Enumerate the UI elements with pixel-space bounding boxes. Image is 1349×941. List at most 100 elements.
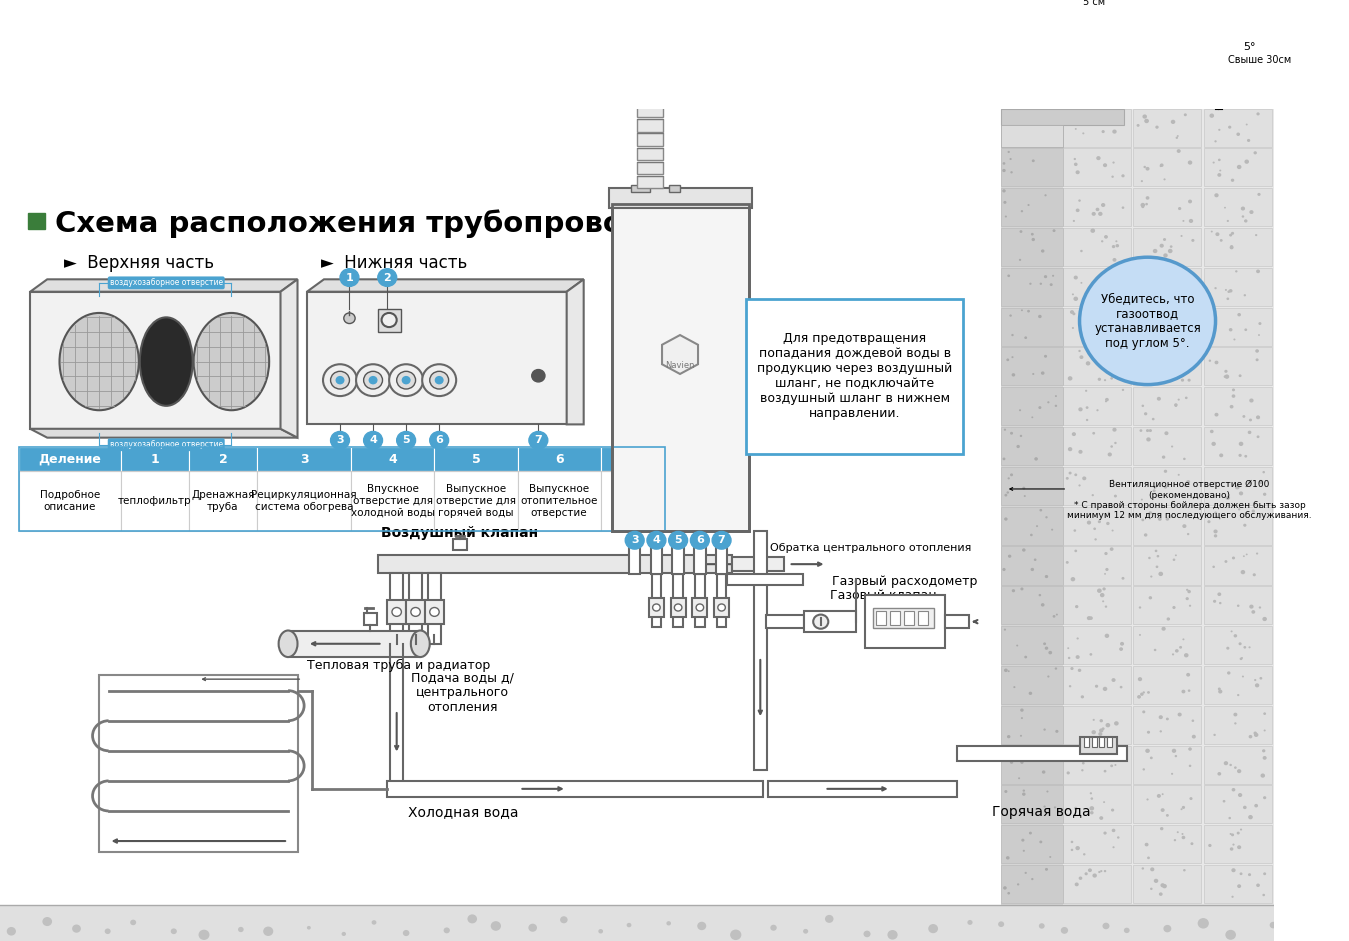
Circle shape [1074,550,1077,552]
Circle shape [1234,723,1237,725]
Ellipse shape [279,630,298,657]
Circle shape [1075,170,1079,174]
Circle shape [1023,549,1025,551]
Circle shape [1160,884,1166,887]
Circle shape [1102,278,1108,281]
Circle shape [1044,646,1048,650]
Circle shape [1214,327,1217,329]
Circle shape [1224,375,1226,378]
Circle shape [1237,604,1240,607]
Circle shape [1044,110,1047,113]
Circle shape [1114,495,1117,498]
Bar [865,595,946,648]
Circle shape [1259,480,1263,484]
Bar [189,471,256,531]
Circle shape [1024,495,1025,497]
Circle shape [1006,491,1009,494]
Bar [1205,268,1272,306]
Circle shape [1071,840,1074,843]
Bar [652,574,661,627]
Circle shape [1098,377,1101,381]
Text: ►  Верхняя часть: ► Верхняя часть [65,254,214,272]
Circle shape [1103,832,1106,835]
Bar [30,292,281,429]
Circle shape [1155,125,1159,129]
Circle shape [1121,206,1124,209]
Text: 4: 4 [389,453,397,466]
Circle shape [1105,401,1108,403]
Circle shape [1248,481,1252,485]
Circle shape [1166,518,1170,520]
Bar [1006,10,1010,21]
Bar [1205,308,1272,345]
Circle shape [1006,753,1009,756]
Circle shape [1105,633,1109,638]
Bar [925,7,1001,24]
Circle shape [1161,793,1164,795]
Circle shape [1166,929,1168,932]
Circle shape [430,432,449,449]
Circle shape [1089,616,1093,620]
Circle shape [1012,589,1014,592]
Circle shape [1004,790,1008,793]
Circle shape [1151,868,1155,871]
Bar [378,555,733,573]
Bar [1205,108,1272,147]
Circle shape [1145,429,1149,432]
Text: 3: 3 [299,453,309,466]
Circle shape [1188,199,1193,203]
Circle shape [1229,764,1232,766]
Bar [1133,228,1202,266]
Circle shape [1184,113,1187,117]
Circle shape [403,930,409,936]
Circle shape [1098,212,1102,215]
Circle shape [1245,123,1248,125]
Bar [1001,626,1063,664]
Bar [1063,666,1130,704]
Text: Свыше
5 см: Свыше 5 см [1077,0,1112,7]
Bar [1063,268,1130,306]
Circle shape [1151,576,1152,578]
Circle shape [1253,152,1257,154]
Text: 7: 7 [534,436,542,445]
Circle shape [1097,409,1098,411]
Circle shape [1137,352,1141,357]
Bar [1063,745,1130,784]
Bar [1063,149,1130,186]
Circle shape [1020,760,1024,764]
Circle shape [1175,335,1179,339]
Circle shape [1160,827,1163,830]
Circle shape [1233,843,1234,846]
Circle shape [674,604,681,611]
Circle shape [529,432,548,449]
Circle shape [1156,555,1159,557]
Circle shape [1002,168,1006,172]
Text: Газовый расходометр: Газовый расходометр [832,575,978,588]
Circle shape [422,364,456,396]
Circle shape [1147,856,1149,859]
Circle shape [1029,692,1032,695]
Circle shape [1045,517,1048,518]
Circle shape [1245,553,1248,555]
Circle shape [1072,294,1074,295]
Circle shape [1230,231,1234,235]
Circle shape [1041,249,1044,252]
Circle shape [1056,614,1058,615]
Bar [924,5,950,26]
Bar [1133,586,1202,624]
Circle shape [1211,323,1215,327]
Circle shape [1009,158,1012,160]
Polygon shape [30,279,298,292]
Circle shape [1260,677,1263,679]
Bar [1205,786,1272,823]
Circle shape [1054,913,1056,916]
Circle shape [1213,566,1215,568]
Circle shape [1091,752,1094,754]
Circle shape [105,929,111,934]
Circle shape [1182,805,1184,809]
Circle shape [1018,922,1021,924]
Circle shape [1210,913,1214,917]
Circle shape [1094,538,1097,540]
Circle shape [1153,879,1159,883]
Bar [1091,737,1097,747]
